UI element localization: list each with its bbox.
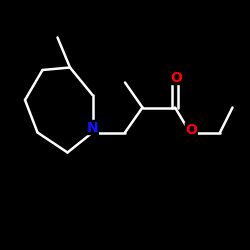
Text: O: O [170,70,182,85]
Text: N: N [87,120,98,134]
Text: O: O [185,123,197,137]
